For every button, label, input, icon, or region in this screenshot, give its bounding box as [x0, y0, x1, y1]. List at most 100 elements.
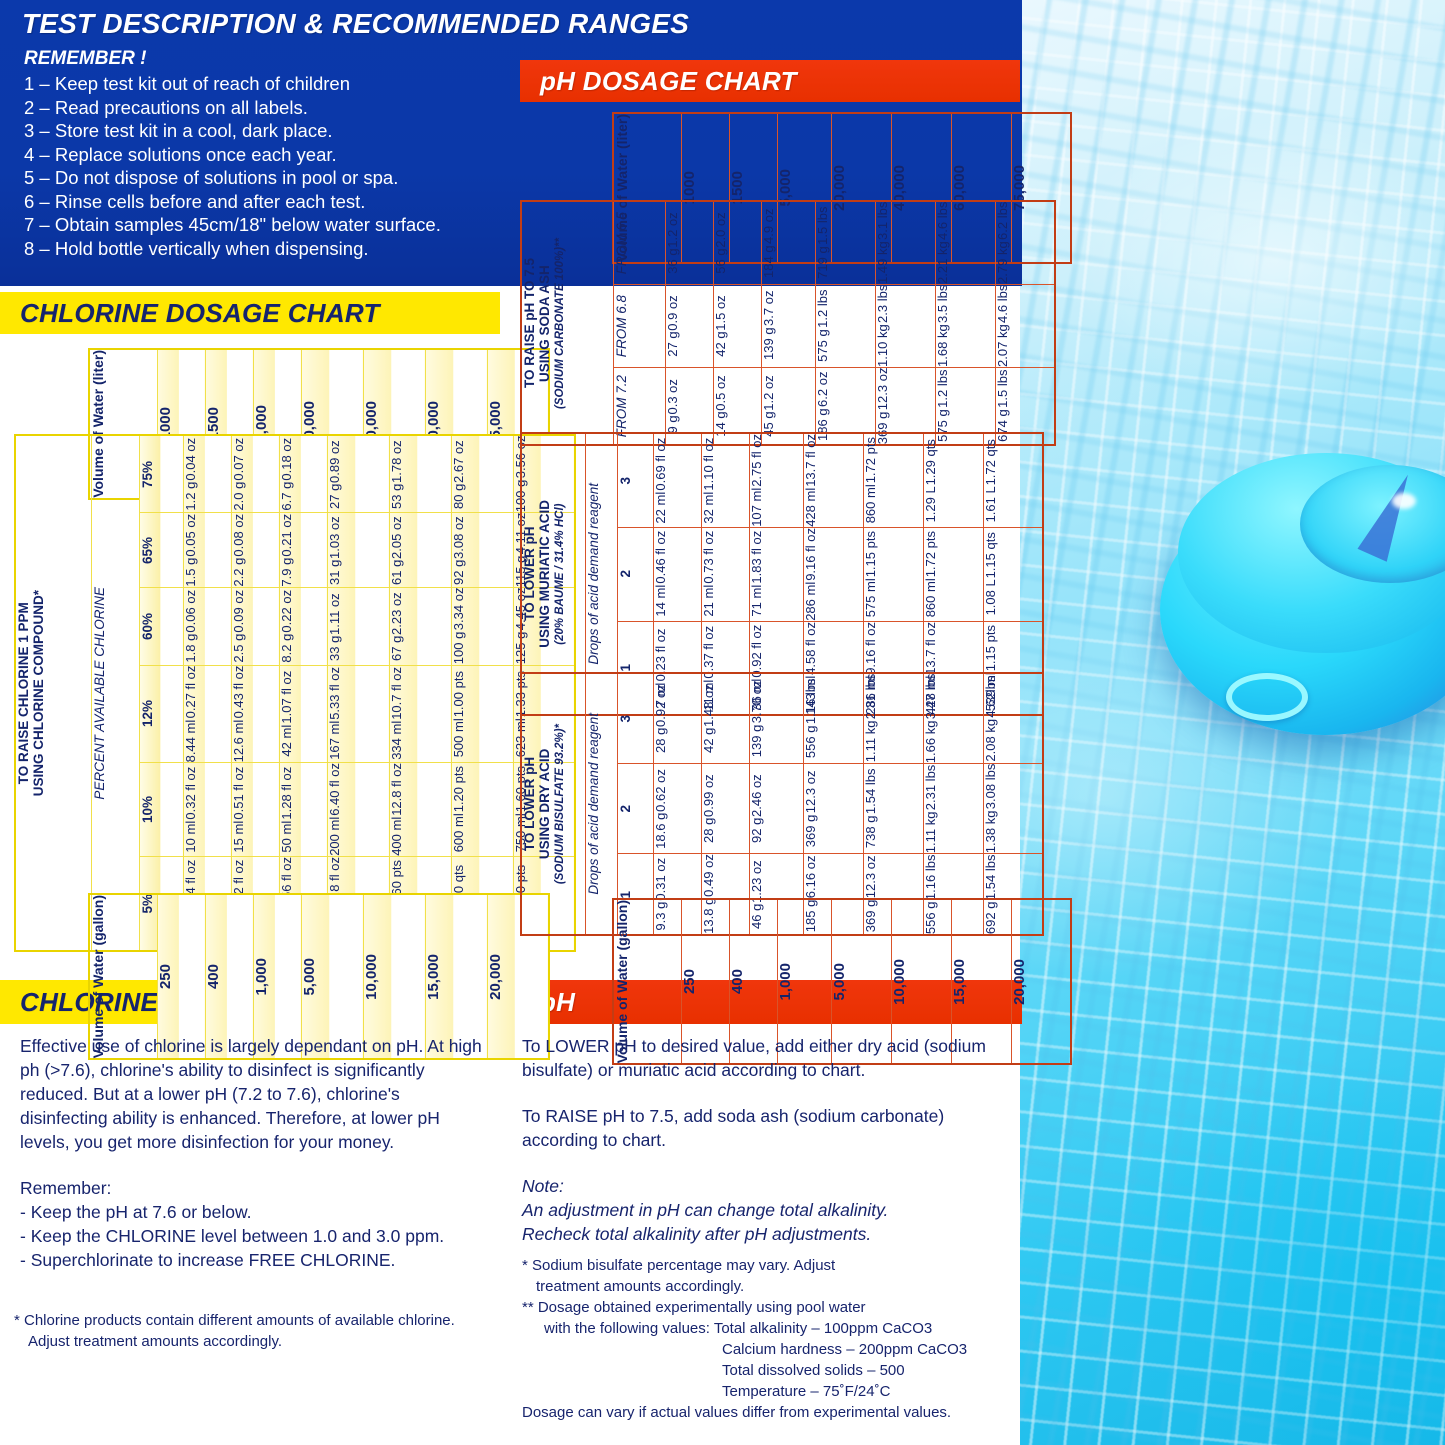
- dosage-cell: 3.7 oz 139 g: [760, 291, 776, 361]
- volume-cell: 400: [728, 969, 746, 995]
- dosage-cell: 1.83 fl oz 71 ml: [748, 531, 764, 617]
- remember-label: REMEMBER !: [24, 48, 147, 69]
- dosage-cell: 3.08 lbs 1.38 kg: [982, 764, 998, 854]
- dry-acid-row-label: TO LOWER pH USING DRY ACID (SODIUM BISULFA…: [522, 724, 567, 885]
- drops-of-acid-demand-reagent-label: Drops of acid demand reagent: [585, 713, 601, 895]
- list-item: 3 – Store test kit in a cool, dark place…: [24, 120, 333, 141]
- ph-gallon-volume-table: Volume of Water (gallon) 250 400 1,000 5…: [612, 898, 1072, 1066]
- chlorine-footnote: Adjust treatment amounts accordingly.: [28, 1333, 283, 1350]
- dosage-cell: 2.31 lbs 1.11 kg: [862, 674, 878, 763]
- chlorine-paragraph: Effective use of chlorine is largely dep…: [20, 1036, 482, 1152]
- dispenser-ring: [1226, 673, 1308, 721]
- dosage-cell: 1.03 oz 31 g: [326, 515, 342, 585]
- dispenser-highlight: [1392, 493, 1416, 509]
- list-item: 4 – Replace solutions once each year.: [24, 143, 337, 165]
- remember-list: 1 – Keep test kit out of reach of childr…: [0, 72, 1022, 260]
- chlorine-table-row-label: TO RAISE CHLORINE 1 PPM USING CHLORINE CO…: [16, 589, 47, 796]
- list-item: 2 – Read precautions on all labels.: [24, 96, 308, 118]
- dosage-cell: 2.0 oz 56 g: [712, 212, 728, 274]
- ph-note-label: Note:: [522, 1176, 564, 1196]
- dosage-cell: 0.69 fl oz 22 ml: [652, 437, 668, 524]
- dosage-cell: 0.05 oz 1.5 g: [182, 514, 198, 587]
- volume-cell: 10,000: [362, 953, 380, 1000]
- dosage-cell: 4.9 oz 184 g: [760, 208, 776, 278]
- volume-cell: 1,000: [776, 962, 794, 1001]
- ph-footnote: treatment amounts accordingly.: [536, 1278, 745, 1295]
- list-item: 7 – Obtain samples 45cm/18" below water …: [24, 214, 441, 235]
- chlorine-dosage-chart-title: CHLORINE DOSAGE CHART: [20, 297, 380, 328]
- volume-cell: 250: [156, 964, 174, 990]
- dosage-cell: 5.33 fl oz 167 ml: [326, 667, 342, 761]
- dosage-cell: 12.3 oz 369 g: [802, 770, 818, 847]
- floating-chlorine-dispenser-icon: [1160, 445, 1445, 805]
- dosage-cell: 0.09 oz 2.5 g: [230, 590, 246, 663]
- percent-column-header: 60%: [139, 613, 155, 641]
- dosage-cell: 6.40 fl oz 200 ml: [326, 763, 342, 856]
- muriatic-acid-row-label: TO LOWER pH USING MURIATIC ACID (20% BAUME…: [522, 500, 567, 649]
- soda-ash-row-label: TO RAISE pH TO 7.5 USING SODA ASH (SODIUM …: [522, 237, 567, 409]
- ph-footnote: Total dissolved solids – 500: [722, 1362, 905, 1379]
- dosage-cell: 3.70 oz 139 g: [748, 680, 764, 757]
- dosage-cell: 2.05 oz 61 g: [388, 515, 404, 585]
- list-item: 5 – Do not dispose of solutions in pool …: [24, 167, 399, 188]
- dosage-cell: 1.5 oz 42 g: [712, 295, 728, 357]
- dosage-cell: 1.15 qts 1.08 L: [982, 532, 998, 616]
- dosage-cell: 4.6 lbs 2.21 kg: [934, 202, 950, 284]
- dosage-cell: 3.47 lbs 1.66 kg: [922, 674, 938, 764]
- dosage-cell: 4.62lbs 2.08 kg: [982, 675, 998, 762]
- dosage-cell: 0.3 oz 9 g: [664, 378, 680, 434]
- dosage-cell: 1.54 lbs 738 g: [862, 769, 878, 849]
- ph-footnote: * Sodium bisulfate percentage may vary. …: [522, 1257, 836, 1274]
- chlorine-footnote: * Chlorine products contain different am…: [14, 1312, 455, 1329]
- dosage-cell: 1.15 pts 575 ml: [862, 531, 878, 618]
- ph-paragraph: To RAISE pH to 7.5, add soda ash (sodium…: [522, 1106, 945, 1150]
- percent-column-header: 65%: [139, 536, 155, 564]
- ph-paragraph: To LOWER pH to desired value, add either…: [522, 1036, 986, 1080]
- dosage-cell: 3.1 lbs 1.49 kg: [874, 202, 890, 284]
- percent-column-header: 75%: [139, 460, 155, 488]
- chlorine-footnotes: * Chlorine products contain different am…: [14, 1310, 504, 1352]
- dosage-cell: 1.07 fl oz 42 ml: [278, 671, 294, 757]
- volume-cell: 250: [680, 969, 698, 995]
- dosage-cell: 3.08 oz 92 g: [450, 515, 466, 585]
- dosage-cell: 0.9 oz 27 g: [664, 295, 680, 357]
- dosage-cell: 1.72 pts 860 ml: [862, 437, 878, 524]
- dosage-cell: 9.16 fl oz 286 ml: [802, 527, 818, 621]
- percent-column-header: 10%: [139, 795, 155, 823]
- chlorine-bromine-text: Effective use of chlorine is largely dep…: [20, 1034, 490, 1272]
- dosage-cell: 2.75 fl oz 107 ml: [748, 434, 764, 527]
- dosage-cell: 0.73 fl oz 21 ml: [700, 531, 716, 617]
- drops-column-header: 2: [617, 805, 633, 813]
- dosage-cell: 0.51 fl oz 15 ml: [230, 766, 246, 853]
- volume-cell: 5,000: [300, 957, 318, 996]
- dosage-cell: 0.62 oz 18.6 g: [652, 768, 668, 849]
- dosage-cell: 6.2 oz 186 g: [814, 371, 830, 441]
- ph-footnote: with the following values: Total alkalin…: [544, 1320, 933, 1337]
- dosage-cell: 3.5 lbs 1.68 kg: [934, 284, 950, 367]
- chlorine-bullet: - Keep the pH at 7.6 or below.: [20, 1202, 252, 1222]
- dosage-cell: 2.23 oz 67 g: [388, 592, 404, 662]
- chlorine-dosage-chart-banner: CHLORINE DOSAGE CHART: [0, 292, 500, 334]
- chlorine-gallon-volume-table: Volume of Water (gallon) 250 400 1,000 5…: [88, 893, 550, 1061]
- list-item: 6 – Rinse cells before and after each te…: [24, 190, 366, 212]
- volume-cell: 400: [204, 964, 222, 990]
- ph-footnote: Temperature – 75˚F/24˚C: [722, 1383, 891, 1400]
- dosage-cell: 0.92 oz 28 g: [652, 684, 668, 754]
- dosage-cell: 0.46 fl oz 14 ml: [652, 531, 668, 617]
- dosage-cell: 2.31 lbs 1.11 kg: [922, 764, 938, 853]
- dosage-cell: 1.29 qts 1.29 L: [922, 438, 938, 523]
- ph-dosage-chart-banner: pH DOSAGE CHART: [520, 60, 1020, 102]
- ph-footnote: Dosage can vary if actual values differ …: [522, 1404, 952, 1421]
- dosage-cell: 1.78 oz 53 g: [388, 439, 404, 509]
- dosage-cell: 1.16 lbs 556 g: [802, 679, 818, 759]
- dosage-cell: 1.72 qts 1.61 L: [982, 438, 998, 523]
- dosage-cell: 2.46 oz 92 g: [748, 774, 764, 844]
- dosage-cell: 6.2 lbs 2.79 kg: [994, 202, 1010, 284]
- drops-column-header: 1: [617, 664, 633, 672]
- dispenser-dial: [1300, 465, 1445, 583]
- percent-column-header: 12%: [139, 700, 155, 728]
- dosage-cell: 4.6 lbs 2.07 kg: [994, 284, 1010, 367]
- volume-cell: 10,000: [890, 958, 908, 1005]
